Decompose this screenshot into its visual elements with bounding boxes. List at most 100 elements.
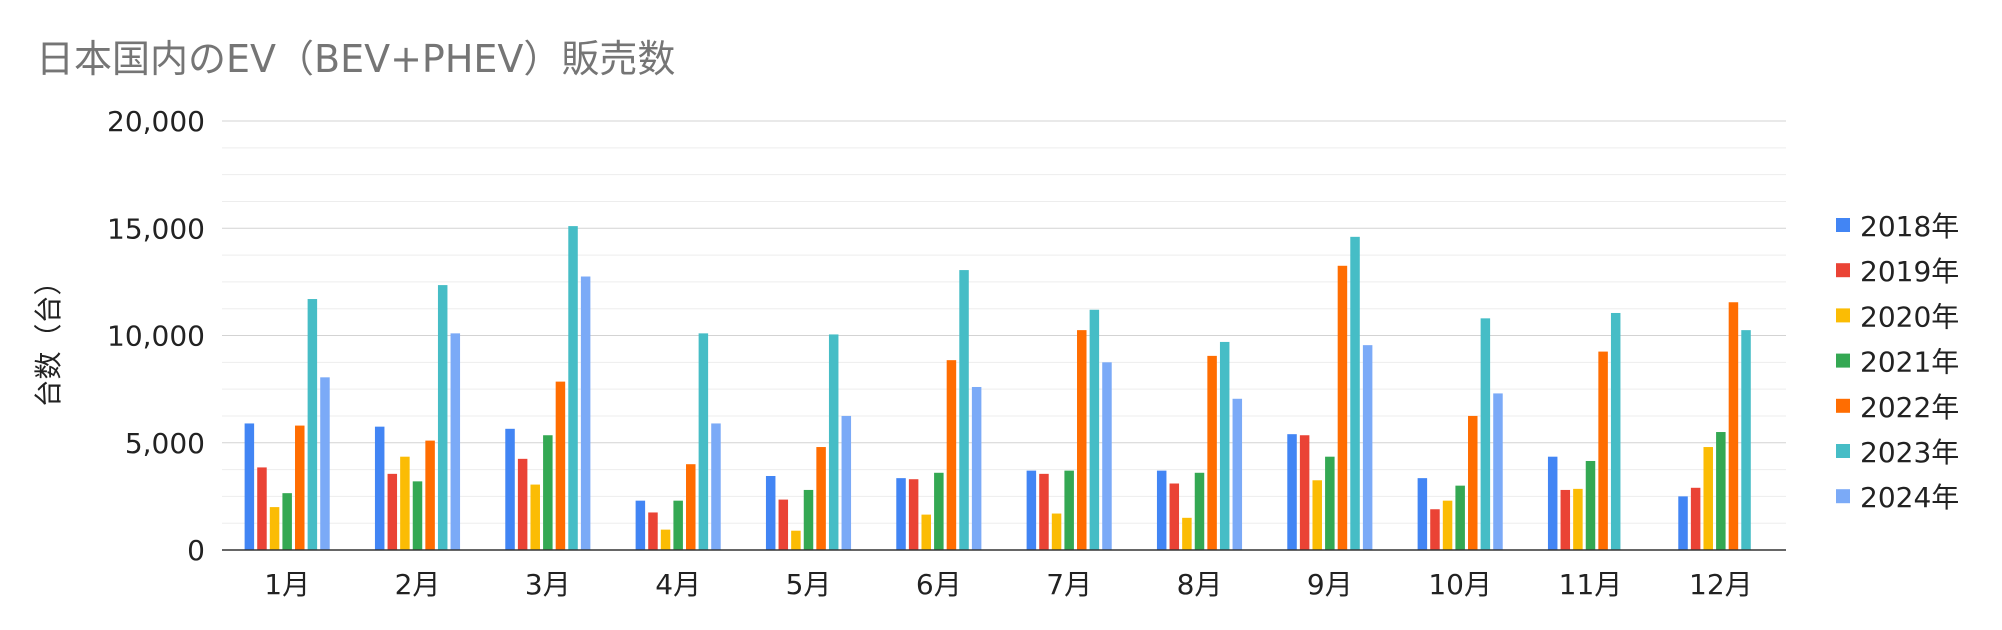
bar [400,456,410,550]
bar [1741,330,1751,550]
bar [1690,487,1701,550]
x-tick-label: 5月 [786,568,832,601]
bar [1362,345,1373,550]
x-tick-label: 3月 [525,568,571,601]
bar [1573,488,1583,550]
bar [946,360,957,550]
bar [1350,236,1360,550]
legend-label: 2022年 [1860,391,1959,424]
bar [1442,500,1453,550]
legend-label: 2019年 [1860,255,1959,288]
bar [934,472,944,550]
x-tick-label: 2月 [395,568,441,601]
bar [530,484,540,550]
bar [555,381,566,550]
x-tick-label: 8月 [1177,568,1223,601]
legend-label: 2018年 [1860,210,1959,243]
bar [450,333,461,550]
bar [921,514,931,550]
bar [1455,485,1465,550]
bar [1585,460,1596,550]
bar [244,423,255,550]
y-tick-label: 15,000 [107,212,205,245]
bar [711,423,721,550]
bar [841,415,852,550]
bar [1102,362,1112,550]
y-tick-label: 0 [187,534,205,567]
bar [1207,355,1217,550]
bar [1064,470,1074,550]
x-tick-label: 1月 [264,568,310,601]
bar [580,276,591,550]
bar [1493,393,1503,550]
bar [1077,330,1087,550]
bar [1051,513,1062,550]
bar [1716,432,1726,550]
x-tick-label: 4月 [655,568,701,601]
bar [1194,472,1205,550]
bar [1089,309,1100,550]
bar [686,464,696,550]
chart-title: 日本国内のEV（BEV+PHEV）販売数 [36,37,675,81]
legend-swatch [1836,308,1850,323]
y-tick-label: 20,000 [107,105,205,138]
bar [1232,398,1243,550]
legend-swatch [1836,263,1850,278]
x-tick-label: 12月 [1689,568,1753,601]
y-tick-label: 10,000 [107,320,205,353]
bar [517,458,528,550]
x-tick-label: 10月 [1428,568,1492,601]
bar [1610,312,1621,550]
bar [816,447,826,550]
bar [374,426,385,550]
bar [1299,435,1310,550]
y-axis-ticks: 0 5,000 10,000 15,000 20,000 [107,105,205,567]
grid [222,120,1786,524]
bar [778,499,789,550]
x-tick-label: 9月 [1307,568,1353,601]
bar [971,386,982,550]
legend-label: 2023年 [1860,436,1959,469]
bar [437,285,448,550]
bar [828,334,839,550]
bar [765,475,776,550]
bar [635,500,646,550]
bar [1169,483,1180,550]
legend-swatch [1836,398,1850,413]
bar [896,478,906,550]
bar [387,473,398,550]
legend-swatch [1836,489,1850,504]
bar [505,428,515,550]
bar [543,435,553,550]
x-tick-label: 7月 [1046,568,1092,601]
bar [698,333,709,550]
bar [295,425,305,550]
bar [959,270,969,550]
bar [568,226,578,551]
x-tick-label: 6月 [916,568,962,601]
bar [1417,478,1428,550]
x-tick-label: 11月 [1559,568,1623,601]
bar [1182,517,1192,550]
bar [412,481,423,550]
bar [1547,456,1558,550]
y-axis-title: 台数（台） [32,267,65,407]
bar [648,512,658,550]
x-axis-ticks: 1月 2月 3月 4月 5月 6月 7月 8月 9月 10月 11月 12月 [264,568,1752,601]
bar [803,489,814,550]
legend-swatch [1836,353,1850,368]
legend-swatch [1836,444,1850,458]
legend: 2018年 2019年 2020年 2021年 2022年 2023年 2024年 [1836,210,1959,514]
legend-label: 2024年 [1860,481,1959,514]
bar [1337,265,1348,550]
y-tick-label: 5,000 [125,427,205,460]
bar [1026,470,1037,550]
bars [244,226,1751,551]
bar [1678,496,1688,550]
bar [1560,489,1571,550]
legend-label: 2020年 [1860,300,1959,333]
bar [660,529,671,550]
legend-label: 2021年 [1860,346,1959,379]
bar [1312,480,1322,550]
